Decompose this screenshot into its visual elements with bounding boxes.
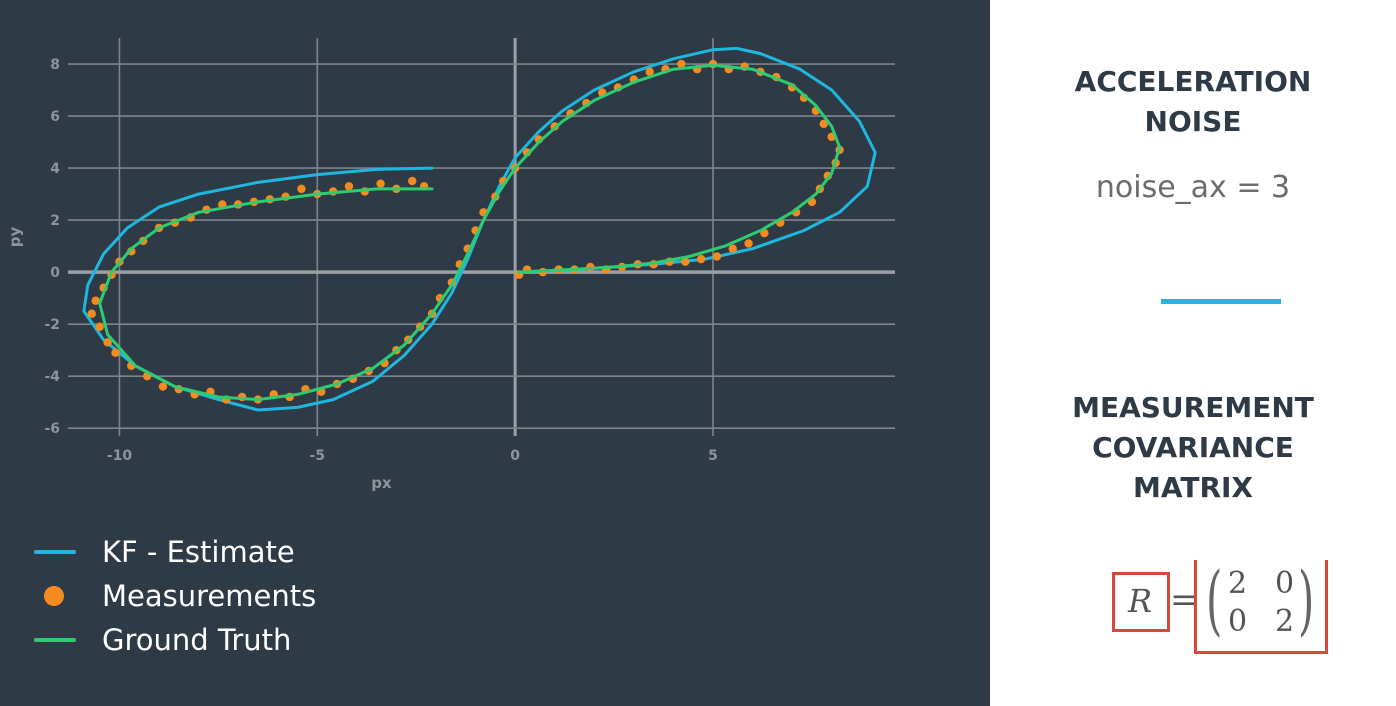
equals-sign: = <box>1170 580 1199 620</box>
measurement-point <box>87 309 96 318</box>
measurement-point <box>158 382 168 391</box>
y-tick-label: -2 <box>44 317 60 333</box>
acceleration-noise-heading: ACCELERATION NOISE <box>990 62 1396 142</box>
matrix-highlight-box <box>1194 560 1328 654</box>
x-axis-title: px <box>371 474 392 492</box>
legend-item-kf-estimate: KF - Estimate <box>34 530 316 574</box>
y-tick-label: -4 <box>44 369 60 385</box>
x-tick-label: 5 <box>708 448 718 464</box>
y-tick-label: 2 <box>50 213 60 229</box>
section-divider <box>1161 299 1281 304</box>
y-tick-label: 6 <box>50 109 60 125</box>
legend-measurements-label: Measurements <box>102 579 317 613</box>
x-tick-label: 0 <box>510 448 520 464</box>
measurement-point <box>728 244 737 253</box>
matrix-cell-0-0: 2 <box>1228 566 1248 601</box>
measurement-point <box>819 119 828 129</box>
legend-kf-estimate-swatch <box>34 550 76 554</box>
measurement-point <box>344 182 354 191</box>
chart-legend: KF - Estimate Measurements Ground Truth <box>34 530 316 662</box>
y-tick-label: 8 <box>50 57 60 73</box>
legend-measurements-swatch <box>44 586 64 606</box>
info-panel: ACCELERATION NOISE noise_ax = 3 MEASUREM… <box>990 0 1396 706</box>
matrix-symbol: R <box>1128 582 1153 620</box>
measurement-point <box>677 59 686 69</box>
legend-item-ground-truth: Ground Truth <box>34 618 316 662</box>
x-tick-label: -10 <box>107 448 133 464</box>
y-tick-label: -6 <box>44 421 60 437</box>
measurement-point <box>645 67 654 77</box>
matrix-cell-1-1: 2 <box>1275 604 1295 639</box>
matrix-cell-0-1: 0 <box>1275 566 1295 601</box>
r-highlight-box <box>1112 572 1170 632</box>
measurement-point <box>681 257 690 266</box>
measurement-covariance-heading: MEASUREMENT COVARIANCE MATRIX <box>990 388 1396 508</box>
measurement-point <box>376 179 385 188</box>
legend-kf-estimate-label: KF - Estimate <box>102 535 295 569</box>
left-paren: ( <box>1206 555 1223 644</box>
measurement-heading-line-3: MATRIX <box>1132 471 1254 504</box>
measurement-point <box>408 176 417 186</box>
legend-ground-truth-swatch <box>34 638 76 642</box>
x-tick-label: -5 <box>310 448 326 464</box>
measurement-heading-line-1: MEASUREMENT <box>1072 391 1314 424</box>
legend-item-measurements: Measurements <box>34 574 316 618</box>
measurement-point <box>111 348 120 357</box>
measurement-point <box>712 252 722 261</box>
acceleration-heading-line-2: NOISE <box>1144 105 1242 138</box>
y-tick-label: 4 <box>50 161 60 177</box>
measurement-heading-line-2: COVARIANCE <box>1092 431 1294 464</box>
measurement-point <box>297 184 306 194</box>
acceleration-heading-line-1: ACCELERATION <box>1074 65 1312 98</box>
series-ground-truth-line <box>98 63 842 402</box>
measurement-point <box>95 322 104 331</box>
trajectory-chart: -10 -5 0 5 -6 -4 -2 0 2 4 6 8 px py <box>6 38 895 492</box>
noise-value: noise_ax = 3 <box>1095 170 1291 205</box>
right-paren: ) <box>1298 555 1315 644</box>
measurement-point <box>91 296 100 305</box>
measurement-point <box>103 338 112 347</box>
chart-panel: -10 -5 0 5 -6 -4 -2 0 2 4 6 8 px py KF - Estimate Mea… <box>0 0 990 706</box>
matrix-cell-1-0: 0 <box>1228 604 1248 639</box>
measurement-point <box>744 239 753 248</box>
y-axis-title: py <box>6 227 24 248</box>
measurement-point <box>696 254 706 264</box>
legend-ground-truth-label: Ground Truth <box>102 623 292 657</box>
y-tick-label: 0 <box>50 265 60 281</box>
covariance-matrix-equation: R = ( ) 2 0 0 2 <box>1110 560 1330 660</box>
